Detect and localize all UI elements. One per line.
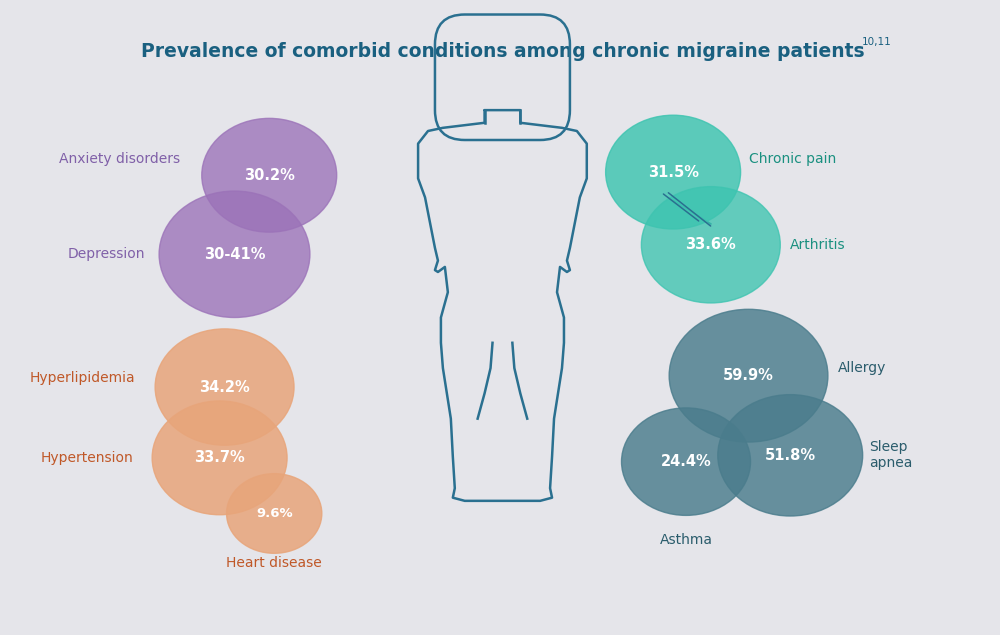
Text: Prevalence of comorbid conditions among chronic migraine patients: Prevalence of comorbid conditions among … [141,43,864,62]
Text: Depression: Depression [68,247,145,261]
Text: 30.2%: 30.2% [244,168,295,183]
Text: Allergy: Allergy [838,361,886,375]
Text: Anxiety disorders: Anxiety disorders [59,152,180,166]
Text: Sleep
apnea: Sleep apnea [870,440,913,471]
Text: Asthma: Asthma [660,533,713,547]
Text: Arthritis: Arthritis [790,237,846,252]
Text: 31.5%: 31.5% [648,164,699,180]
Ellipse shape [641,187,780,303]
Text: 59.9%: 59.9% [723,368,774,383]
Text: 33.7%: 33.7% [194,450,245,465]
Text: 33.6%: 33.6% [685,237,736,252]
Text: Chronic pain: Chronic pain [749,152,836,166]
Ellipse shape [718,394,863,516]
Ellipse shape [202,118,337,232]
Text: 51.8%: 51.8% [765,448,816,463]
Text: Hyperlipidemia: Hyperlipidemia [30,371,135,385]
Text: 24.4%: 24.4% [661,454,711,469]
Text: 30-41%: 30-41% [204,247,265,262]
Text: 9.6%: 9.6% [256,507,293,520]
Ellipse shape [227,474,322,553]
Ellipse shape [159,191,310,318]
Ellipse shape [152,401,287,515]
Ellipse shape [669,309,828,442]
Ellipse shape [606,115,741,229]
Ellipse shape [622,408,751,516]
Text: 10,11: 10,11 [862,36,891,46]
Text: Heart disease: Heart disease [226,556,322,570]
Ellipse shape [155,329,294,445]
Text: Hypertension: Hypertension [41,451,133,465]
Text: 34.2%: 34.2% [199,380,250,394]
